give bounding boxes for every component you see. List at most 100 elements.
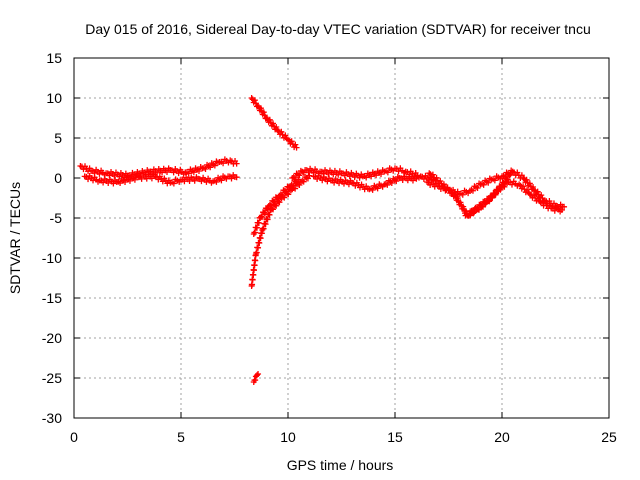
trace-marker [485, 179, 492, 186]
trace-marker [253, 249, 260, 256]
trace-marker [440, 181, 447, 188]
trace-marker [473, 205, 480, 212]
x-tick-label: 20 [494, 429, 510, 445]
trace-marker [220, 160, 227, 167]
trace-marker [481, 199, 488, 206]
data-point [520, 175, 527, 181]
trace-marker [275, 195, 282, 202]
trace-marker [175, 170, 182, 177]
trace-marker [270, 120, 277, 127]
trace-marker [264, 216, 271, 223]
trace-marker [314, 176, 321, 182]
data-point [413, 175, 420, 182]
series-scatter-dips [426, 170, 514, 219]
trace-marker [255, 244, 262, 251]
trace-marker [373, 172, 380, 179]
trace-marker [164, 169, 171, 176]
series-midday-lower-band [310, 172, 420, 193]
trace-marker [384, 169, 391, 176]
x-tick-label: 0 [70, 429, 78, 445]
trace-marker [475, 206, 482, 213]
data-point [295, 176, 302, 183]
trace-marker [501, 180, 508, 187]
trace-marker [462, 207, 469, 214]
trace-marker [100, 179, 107, 186]
trace-marker [356, 174, 363, 181]
y-tick-label: -30 [42, 410, 62, 426]
data-point [263, 115, 270, 121]
trace-marker [384, 181, 391, 188]
y-tick-label: -20 [42, 330, 62, 346]
trace-marker [351, 173, 358, 180]
trace-marker [459, 191, 466, 198]
y-tick-label: 5 [54, 130, 62, 146]
data-point [274, 127, 281, 133]
trace-marker [457, 199, 464, 206]
y-axis-label: SDTVAR / TECUs [7, 182, 23, 294]
trace-marker [203, 178, 210, 185]
trace-marker [378, 171, 385, 178]
trace-marker [85, 176, 92, 183]
trace-marker [96, 170, 103, 177]
x-tick-label: 5 [177, 429, 185, 445]
trace-marker [126, 177, 133, 184]
trace-marker [467, 212, 474, 219]
trace-marker [471, 209, 478, 216]
trace-marker [260, 109, 267, 116]
trace-marker [252, 229, 259, 236]
trace-marker [264, 206, 271, 213]
grid-lines [74, 58, 609, 418]
trace-marker [117, 180, 124, 187]
data-point [293, 144, 300, 151]
trace-marker [491, 177, 498, 184]
trace-marker [110, 180, 117, 187]
trace-marker [289, 182, 296, 189]
trace-marker [257, 235, 264, 242]
trace-marker [433, 174, 440, 181]
trace-marker [454, 195, 461, 202]
trace-marker [388, 180, 395, 186]
trace-marker [273, 202, 280, 209]
trace-marker [504, 176, 511, 183]
trace-marker [319, 177, 326, 184]
trace-marker [437, 178, 444, 184]
trace-marker [477, 202, 484, 209]
data-point [248, 95, 255, 101]
trace-marker [482, 200, 489, 207]
trace-marker [538, 192, 545, 199]
series-outlier-cluster [250, 371, 262, 385]
trace-marker [534, 188, 541, 195]
y-tick-label: 0 [54, 170, 62, 186]
data-points [77, 95, 568, 385]
trace-marker [492, 191, 499, 198]
y-tick-label: 10 [46, 90, 62, 106]
trace-marker [474, 185, 481, 192]
trace-marker [271, 199, 278, 206]
trace-marker [266, 211, 273, 218]
trace-marker [498, 184, 505, 191]
data-point [561, 203, 568, 210]
trace-marker [256, 240, 263, 246]
trace-marker [211, 162, 218, 169]
trace-marker [427, 181, 434, 188]
trace-marker [485, 196, 492, 203]
trace-marker [469, 187, 476, 194]
data-point [233, 174, 240, 181]
trace-marker [530, 192, 537, 199]
trace-marker [368, 173, 375, 180]
trace-marker [143, 175, 150, 182]
axis-ticks [73, 57, 610, 419]
y-tick-label: -15 [42, 290, 62, 306]
trace-marker [526, 180, 533, 187]
y-tick-label: -25 [42, 370, 62, 386]
trace-marker [273, 124, 280, 130]
trace-marker [495, 188, 502, 195]
trace-marker [191, 177, 198, 184]
trace-marker [195, 168, 202, 174]
trace-marker [409, 177, 416, 184]
trace-marker [282, 132, 289, 139]
trace-marker [363, 174, 370, 181]
trace-marker [341, 172, 348, 179]
trace-marker [202, 166, 209, 173]
trace-marker [259, 214, 266, 221]
